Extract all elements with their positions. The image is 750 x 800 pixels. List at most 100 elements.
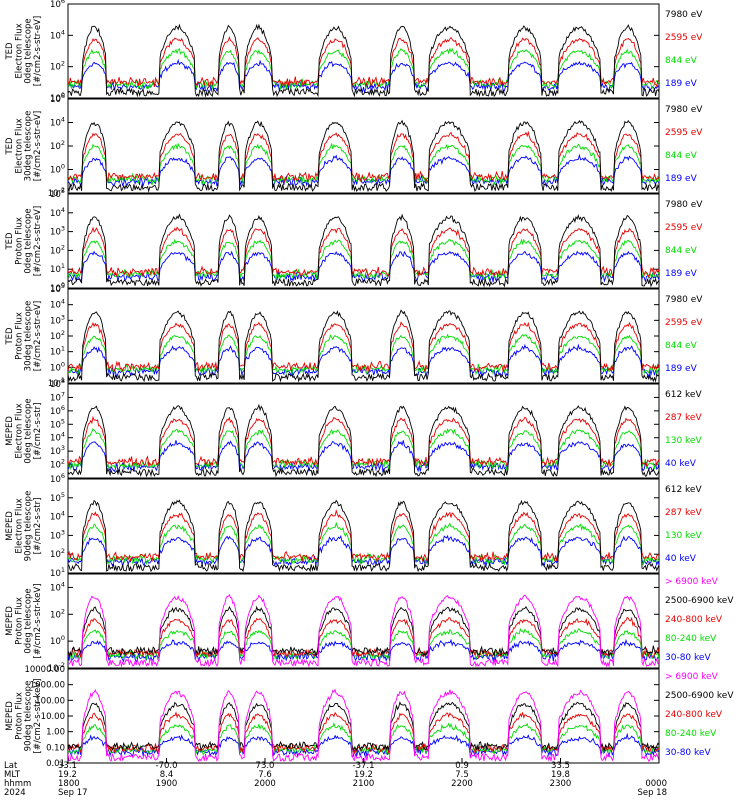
y-axis-label: MEPEDElectron Flux90deg telescope[#/cm2-… <box>5 491 43 562</box>
series-line <box>68 627 659 661</box>
x-row-label: hhmm <box>4 779 31 789</box>
x-row-value: 2300 <box>550 779 572 789</box>
y-tick-label: 106 <box>50 472 65 485</box>
legend-entry: 189 eV <box>665 269 698 279</box>
legend-entry: 189 eV <box>665 364 698 374</box>
legend-entry: 844 eV <box>665 246 698 256</box>
series-line <box>68 593 659 668</box>
y-tick-label: 102 <box>50 329 65 342</box>
series-line <box>68 119 659 193</box>
series-line <box>68 440 659 473</box>
series-line <box>68 35 659 89</box>
series-line <box>68 142 659 186</box>
series-line <box>68 130 659 185</box>
legend-entry: 30-80 keV <box>665 653 711 663</box>
legend-entry: 7980 eV <box>665 105 703 115</box>
y-tick-label: 102 <box>50 607 65 620</box>
y-tick-label: 100.00 <box>35 696 65 706</box>
y-tick-label: 104 <box>50 206 65 219</box>
y-tick-label: 10.00 <box>41 712 65 722</box>
y-tick-label: 102 <box>50 139 65 152</box>
legend-entry: 240-800 keV <box>665 615 723 625</box>
legend-entry: 189 eV <box>665 174 698 184</box>
series-line <box>68 721 659 757</box>
series-line <box>68 701 659 753</box>
panel-8: 0.01 0.10 1.00 10.00 100.00 1000.00 10000.00 ME… <box>5 665 734 769</box>
series-line <box>68 499 659 573</box>
x-row-value: 2200 <box>451 779 473 789</box>
y-tick-label: 105 <box>50 491 65 504</box>
y-tick-label: 106 <box>50 404 65 417</box>
y-tick-label: 10000.00 <box>24 665 65 675</box>
y-axis-label: TEDElectron Flux30deg telescope[#/cm2-s-… <box>5 111 43 182</box>
legend-entry: 287 keV <box>665 413 702 423</box>
legend-entry: 844 eV <box>665 151 698 161</box>
y-tick-label: 104 <box>50 28 65 41</box>
y-tick-label: 104 <box>50 298 65 311</box>
x-row-value: 0.9 <box>455 761 469 771</box>
legend-entry: 2595 eV <box>665 33 703 43</box>
legend-entry: 189 eV <box>665 79 698 89</box>
y-tick-label: 0.01 <box>46 759 65 769</box>
y-tick-label: 101 <box>50 262 65 275</box>
legend-entry: > 6900 keV <box>665 577 719 587</box>
panel-6: 101 102 103 104 105 106 MEPEDElectron Flux90de… <box>5 472 702 579</box>
legend-entry: 240-800 keV <box>665 710 723 720</box>
y-tick-label: 103 <box>50 225 65 238</box>
y-axis-label: MEPEDProton Flux0deg telescope[#/cm2-s-s… <box>5 584 43 659</box>
series-line <box>68 226 659 279</box>
y-tick-label: 100 <box>50 163 65 176</box>
legend-entry: 130 keV <box>665 436 702 446</box>
legend-entry: 7980 eV <box>665 10 703 20</box>
x-row-value: 33.5 <box>551 761 570 771</box>
y-tick-label: 1.00 <box>46 728 65 738</box>
y-tick-label: 105 <box>50 417 65 430</box>
series-line <box>68 415 659 468</box>
y-axis-label: MEPEDElectron Flux0deg telescope[#/cm2-s… <box>5 398 43 463</box>
y-tick-label: 104 <box>50 580 65 593</box>
y-tick-label: 103 <box>50 313 65 326</box>
x-row-value: 1800 <box>58 779 80 789</box>
y-axis-label: MEPEDProton Flux90deg telescope[#/cm2-s-… <box>5 679 43 754</box>
legend-entry: 80-240 keV <box>665 634 717 644</box>
series-line <box>68 250 659 284</box>
y-tick-label: 106 <box>50 0 65 10</box>
y-tick-label: 102 <box>50 547 65 560</box>
series-line <box>68 509 659 563</box>
legend-entry: 40 keV <box>665 459 697 469</box>
chart-panels: 100 102 104 106 TEDElectron Flux0deg telesco… <box>5 0 734 769</box>
x-row-value: 19.8 <box>551 770 570 780</box>
legend-entry: 2500-6900 keV <box>665 691 734 701</box>
series-line <box>68 605 659 658</box>
legend-entry: 30-80 keV <box>665 748 711 758</box>
legend-entry: > 6900 keV <box>665 672 719 682</box>
x-row-value: 7.5 <box>455 770 469 780</box>
legend-entry: 612 keV <box>665 485 702 495</box>
series-line <box>68 427 659 471</box>
panel-frame <box>67 3 660 99</box>
x-row-value: -70.0 <box>156 761 178 771</box>
legend-entry: 2595 eV <box>665 318 703 328</box>
x-row-value: 19.2 <box>354 770 373 780</box>
x-row-label: 2024 <box>4 788 26 798</box>
y-tick-label: 1000.00 <box>30 681 65 691</box>
series-line <box>68 47 659 91</box>
legend-entry: 130 keV <box>665 531 702 541</box>
series-line <box>68 321 659 374</box>
x-row-value: 2000 <box>254 779 276 789</box>
legend-entry: 7980 eV <box>665 200 703 210</box>
legend-entry: 40 keV <box>665 554 697 564</box>
legend-entry: 844 eV <box>665 56 698 66</box>
y-tick-label: 100 <box>50 360 65 373</box>
x-row-value: 1900 <box>156 779 178 789</box>
y-tick-label: 104 <box>50 116 65 129</box>
x-row-value: Sep 17 <box>58 788 88 798</box>
y-tick-label: 103 <box>50 528 65 541</box>
x-row-value: 0000 <box>645 779 667 789</box>
x-row-value: 7.6 <box>258 770 272 780</box>
series-line <box>68 309 659 383</box>
